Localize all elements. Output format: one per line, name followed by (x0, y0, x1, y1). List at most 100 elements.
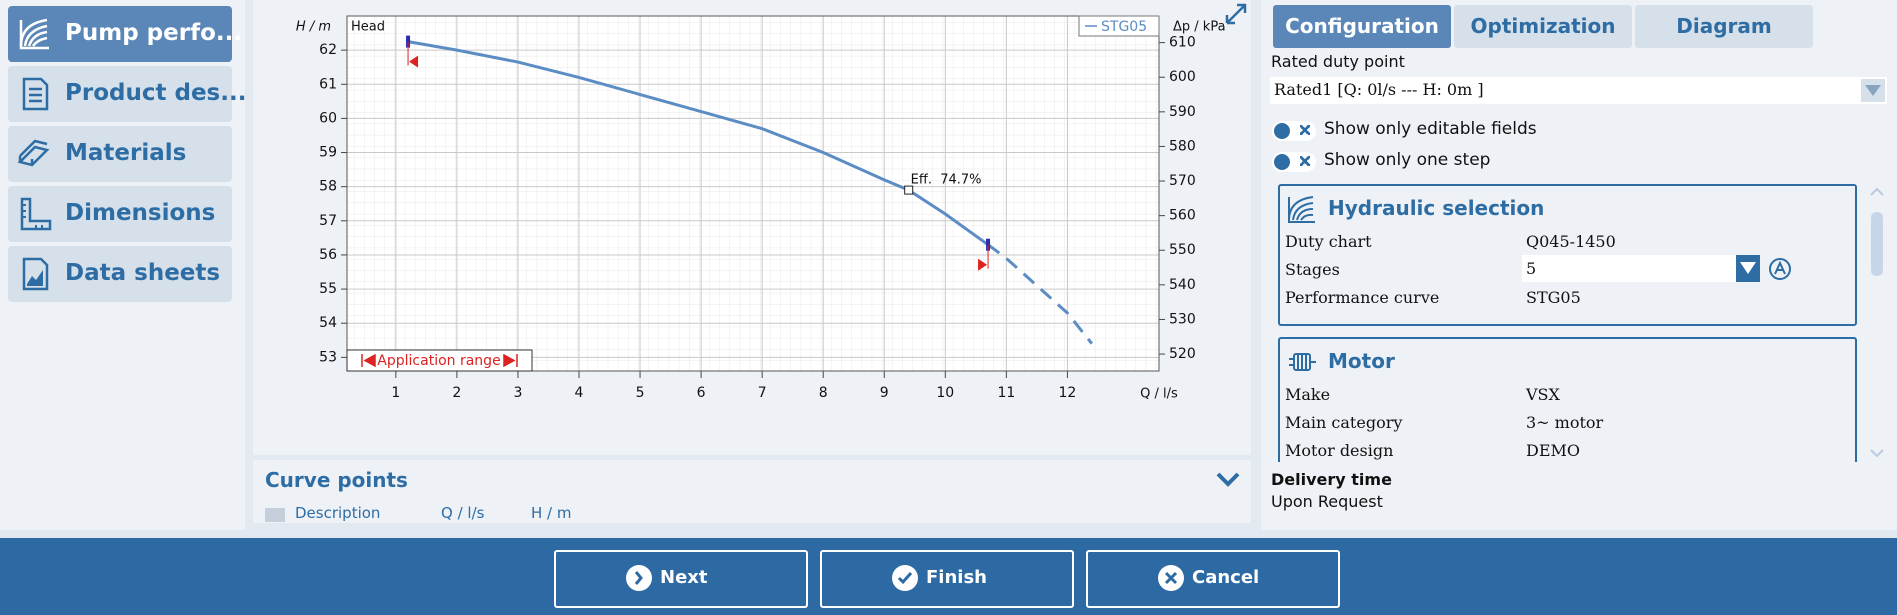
x-tick-label: 9 (880, 385, 889, 401)
row-value: 5 (1526, 259, 1537, 278)
series-line (407, 40, 989, 246)
y2-tick-label: 570 (1169, 173, 1196, 189)
button[interactable]: Cancel (1086, 550, 1340, 608)
annotation: Eff. 74.7% (911, 173, 982, 188)
expand-icon (1225, 3, 1247, 25)
y2-tick-label: 590 (1169, 104, 1196, 120)
toggle-knob (1274, 154, 1290, 170)
dropdown-arrow (1736, 255, 1760, 282)
sidebar-icon (19, 18, 49, 50)
curve-points-header: Description Q / l/s H / m (265, 504, 1225, 523)
tab[interactable]: Diagram (1635, 5, 1813, 48)
application-range-legend: Application range (346, 349, 533, 372)
sidebar-item[interactable]: Data sheets (8, 246, 232, 302)
x-tick-label: 1 (391, 385, 400, 401)
range-arrow (978, 258, 988, 271)
sidebar-item[interactable]: Dimensions (8, 186, 232, 242)
button-icon (626, 565, 652, 591)
sidebar-label: Dimensions (65, 200, 216, 226)
y2-tick-label: 530 (1169, 311, 1196, 327)
y2-tick-label: 580 (1169, 138, 1196, 154)
legend-label: STG05 (1101, 19, 1147, 35)
tab[interactable]: Configuration (1273, 5, 1451, 48)
rated-label: Rated duty point (1271, 52, 1405, 71)
application-range-glyph (503, 353, 518, 368)
row-label: Main category (1285, 413, 1403, 432)
toggle-label: Show only one step (1324, 150, 1491, 170)
sidebar-icon (17, 139, 50, 167)
toggle-knob (1274, 123, 1290, 139)
section: Hydraulic selection Duty chart Q045-1450 St… (1278, 184, 1857, 326)
y-tick-label: 53 (319, 349, 337, 365)
application-range-label: Application range (377, 353, 500, 369)
button[interactable]: Finish (820, 550, 1074, 608)
sidebar-icon (20, 197, 52, 231)
scrollbar[interactable] (1868, 186, 1886, 460)
button-icon (892, 565, 918, 591)
section-title: Hydraulic selection (1328, 196, 1545, 220)
y-tick-label: 62 (319, 42, 337, 58)
sections-scroll: Hydraulic selection Duty chart Q045-1450 St… (1276, 183, 1860, 462)
y-tick-label: 60 (319, 110, 337, 126)
row-value: Q045-1450 (1526, 232, 1616, 251)
sidebar-item[interactable]: Product des... (8, 66, 246, 122)
y-axis-label: H / m (296, 20, 331, 35)
efficiency-marker (904, 185, 914, 195)
x-tick-label: 10 (936, 385, 954, 401)
column-header: Q / l/s (441, 504, 485, 522)
delivery-label: Delivery time (1271, 470, 1392, 489)
x-tick-label: 12 (1059, 385, 1077, 401)
sidebar-item[interactable]: Materials (8, 126, 232, 182)
curve-points-panel: Curve points Description Q / l/s H / m (253, 460, 1251, 523)
auto-icon[interactable] (1768, 257, 1792, 281)
sidebar-icon (22, 257, 49, 291)
column-header: H / m (531, 504, 572, 522)
grid: 1 2 3 4 5 6 7 8 9 10 11 125354555657585960616252053… (319, 16, 1196, 401)
plot-frame (346, 15, 1160, 372)
sidebar-label: Data sheets (65, 260, 221, 286)
sidebar-label: Pump perfo... (65, 20, 243, 46)
row-value: STG05 (1526, 288, 1581, 307)
row-label: Performance curve (1285, 288, 1440, 307)
minor-grid (347, 16, 1159, 371)
y-tick-label: 54 (319, 315, 337, 331)
rated-value: Rated1 [Q: 0l/s --- H: 0m ] (1274, 80, 1484, 99)
curve-points-title: Curve points (265, 468, 408, 492)
button[interactable]: Next (554, 550, 808, 608)
sections: Hydraulic selection Duty chart Q045-1450 St… (1276, 183, 1860, 462)
y2-tick-label: 610 (1169, 35, 1196, 51)
sidebar-item[interactable]: Pump perfo... (8, 6, 242, 62)
x-tick-label: 8 (819, 385, 828, 401)
y2-axis-label: Δp / kPa (1173, 20, 1226, 35)
button-label: Cancel (1192, 567, 1260, 588)
header-icon (265, 508, 285, 522)
x-tick-label: 7 (758, 385, 767, 401)
x-tick-label: 2 (452, 385, 461, 401)
marks: Eff. 74.7% (406, 35, 1094, 345)
rated-dropdown[interactable]: Rated1 [Q: 0l/s --- H: 0m ] (1270, 77, 1887, 104)
head-label: Head (351, 20, 385, 35)
toggle-x (1300, 125, 1310, 135)
collapse-chevron[interactable] (1215, 470, 1241, 488)
y2-tick-label: 520 (1169, 346, 1196, 362)
y-tick-label: 55 (319, 281, 337, 297)
delivery-value: Upon Request (1271, 492, 1383, 511)
button-label: Next (660, 567, 708, 588)
row-value: DEMO (1526, 441, 1581, 460)
dropdown-arrow (1861, 79, 1885, 102)
column-header: Description (295, 504, 381, 522)
application-range-box (346, 349, 533, 372)
x-tick-label: 6 (697, 385, 706, 401)
toggle-switch[interactable] (1272, 152, 1316, 172)
row-input[interactable]: 5 (1522, 255, 1760, 282)
y-tick-label: 56 (319, 247, 337, 263)
legend: STG05 (1078, 15, 1160, 37)
button-icon (1158, 565, 1184, 591)
y-tick-label: 59 (319, 145, 337, 161)
toggle-switch[interactable] (1272, 121, 1316, 141)
tab[interactable]: Optimization (1454, 5, 1632, 48)
x-tick-label: 4 (575, 385, 584, 401)
series-line (987, 243, 1094, 345)
sidebar-label: Materials (65, 140, 187, 166)
x-tick-label: 3 (513, 385, 522, 401)
